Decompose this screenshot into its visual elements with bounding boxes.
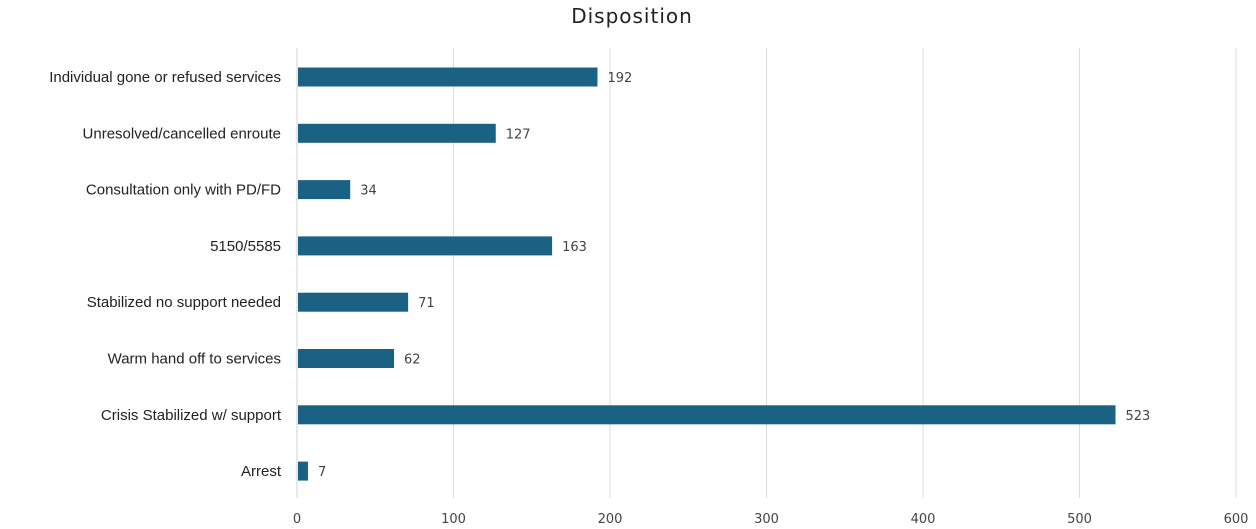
- bar: [298, 67, 598, 87]
- bar: [298, 349, 395, 368]
- bar: [298, 180, 351, 200]
- x-tick-label: 300: [754, 512, 779, 527]
- category-labels: Individual gone or refused services Unres…: [49, 69, 282, 480]
- category-label: 5150/5585: [210, 238, 281, 255]
- bar: [298, 123, 496, 143]
- category-label: Unresolved/cancelled enroute: [83, 125, 281, 142]
- category-label: Arrest: [241, 463, 282, 480]
- x-tick-label: 500: [1067, 512, 1092, 527]
- data-label: 192: [607, 71, 632, 86]
- bar: [298, 461, 308, 481]
- x-tick-label: 600: [1224, 512, 1249, 527]
- bar: [298, 236, 553, 256]
- gridlines: [296, 48, 1237, 498]
- chart-title: Disposition: [571, 4, 693, 28]
- data-label: 163: [562, 240, 587, 255]
- x-tick-label: 200: [598, 512, 623, 527]
- bar: [298, 292, 409, 312]
- x-tick-label: 400: [911, 512, 936, 527]
- data-labels: 192 127 34 163 71 62 523 7: [318, 71, 1150, 480]
- category-label: Individual gone or refused services: [49, 69, 281, 86]
- data-label: 127: [506, 127, 531, 142]
- category-label: Warm hand off to services: [108, 351, 281, 368]
- data-label: 34: [360, 184, 377, 199]
- data-label: 71: [418, 296, 435, 311]
- category-label: Crisis Stabilized w/ support: [101, 407, 282, 424]
- bars: [298, 67, 1116, 481]
- x-tick-label: 0: [293, 512, 301, 527]
- bar: [298, 405, 1116, 425]
- category-label: Stabilized no support needed: [87, 294, 281, 311]
- data-label: 62: [404, 353, 421, 368]
- category-label: Consultation only with PD/FD: [86, 182, 281, 199]
- x-tick-label: 100: [441, 512, 466, 527]
- data-label: 523: [1125, 409, 1150, 424]
- data-label: 7: [318, 465, 326, 480]
- x-axis-ticks: 0 100 200 300 400 500 600: [293, 512, 1249, 527]
